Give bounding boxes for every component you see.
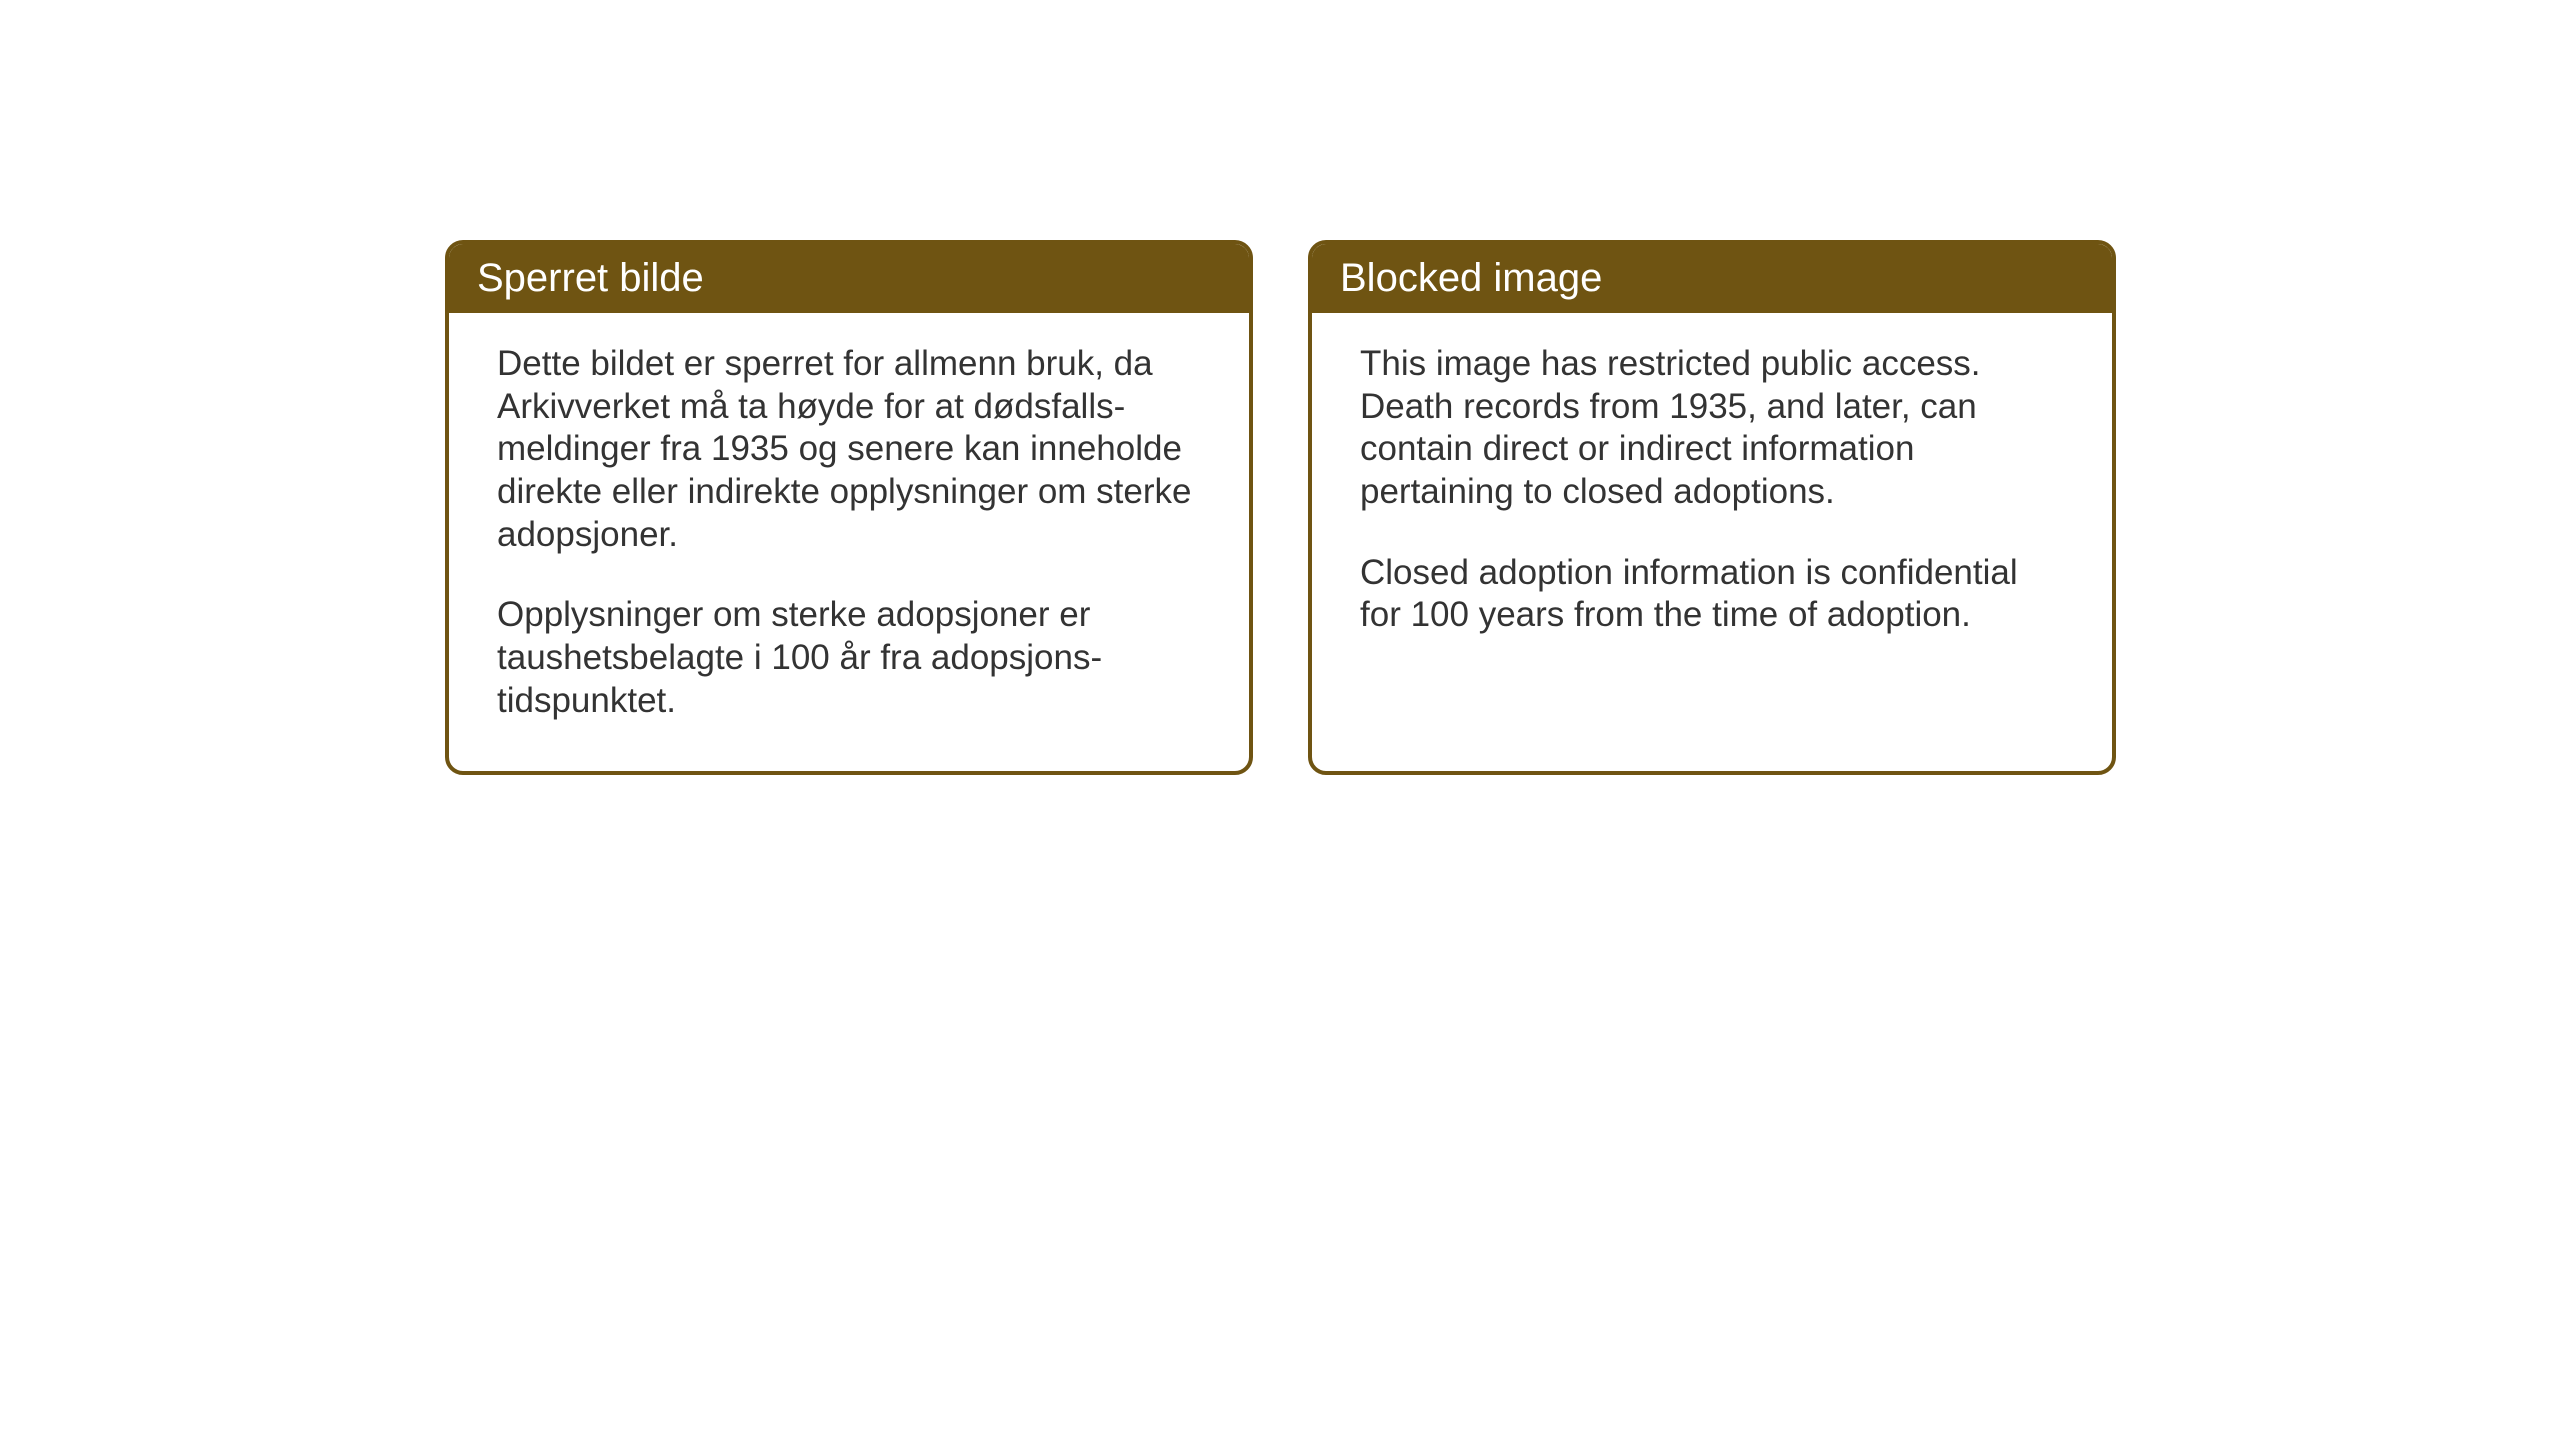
card-body-en: This image has restricted public access.… [1312,313,2112,685]
card-english: Blocked image This image has restricted … [1308,240,2116,775]
card-title-en: Blocked image [1340,256,1602,300]
card-paragraph-2-no: Opplysninger om sterke adopsjoner er tau… [497,594,1201,722]
card-body-no: Dette bildet er sperret for allmenn bruk… [449,313,1249,771]
card-norwegian: Sperret bilde Dette bildet er sperret fo… [445,240,1253,775]
card-title-no: Sperret bilde [477,256,704,300]
card-header-en: Blocked image [1312,244,2112,313]
card-paragraph-1-no: Dette bildet er sperret for allmenn bruk… [497,343,1201,556]
card-paragraph-1-en: This image has restricted public access.… [1360,343,2064,514]
card-paragraph-2-en: Closed adoption information is confident… [1360,552,2064,637]
card-header-no: Sperret bilde [449,244,1249,313]
cards-container: Sperret bilde Dette bildet er sperret fo… [445,240,2116,775]
